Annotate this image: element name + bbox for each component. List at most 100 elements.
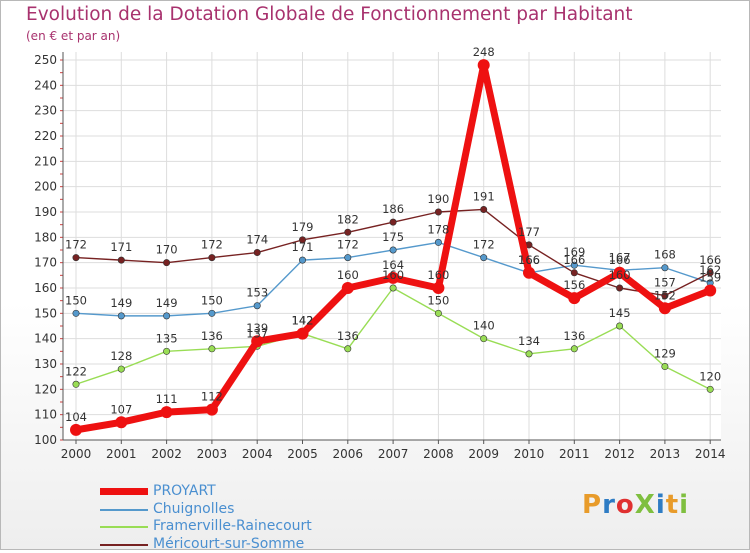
data-point [253, 302, 261, 310]
data-label: 190 [427, 192, 449, 206]
data-label: 248 [473, 45, 495, 59]
data-label: 179 [292, 220, 314, 234]
data-label: 175 [382, 230, 404, 244]
data-point [72, 380, 80, 388]
data-label: 134 [518, 334, 540, 348]
x-tick-label: 2011 [559, 447, 590, 461]
x-tick-label: 2014 [695, 447, 726, 461]
data-label: 178 [427, 222, 449, 236]
logo-letter: P [582, 490, 603, 520]
data-label: 159 [699, 271, 721, 285]
x-tick-label: 2009 [468, 447, 499, 461]
data-label: 160 [427, 268, 449, 282]
data-point [523, 266, 535, 279]
data-label: 166 [563, 253, 585, 267]
data-label: 136 [201, 329, 223, 343]
data-point [616, 284, 624, 292]
legend-swatch [100, 526, 148, 528]
legend-label: Framerville-Rainecourt [153, 518, 312, 534]
logo-letter: o [615, 490, 635, 520]
data-label: 139 [246, 321, 268, 335]
data-point [706, 269, 714, 277]
x-tick-label: 2007 [378, 447, 409, 461]
data-label: 164 [382, 258, 404, 272]
legend-swatch [100, 488, 148, 495]
data-point [344, 345, 352, 353]
data-point [117, 312, 125, 320]
data-point [525, 350, 533, 358]
data-point [389, 284, 397, 292]
data-point [568, 292, 581, 305]
data-label: 156 [563, 278, 585, 292]
data-point [208, 254, 216, 262]
chart-title: Evolution de la Dotation Globale de Fonc… [26, 4, 633, 25]
legend-label: Méricourt-sur-Somme [153, 535, 305, 552]
x-tick-label: 2012 [604, 447, 635, 461]
data-point [661, 363, 669, 371]
data-label: 182 [337, 212, 359, 226]
data-label: 160 [337, 268, 359, 282]
data-label: 150 [65, 293, 87, 307]
data-label: 166 [518, 253, 540, 267]
data-label: 171 [110, 240, 132, 254]
data-point [661, 292, 669, 300]
data-point [296, 327, 309, 340]
proxiti-logo: ProXiti [582, 490, 689, 520]
data-point [117, 365, 125, 373]
data-point [434, 208, 442, 216]
data-label: 142 [292, 314, 314, 328]
data-label: 122 [65, 364, 87, 378]
data-point [205, 403, 218, 416]
data-label: 137 [246, 326, 268, 340]
data-label: 135 [156, 331, 178, 345]
x-tick-label: 2008 [423, 447, 454, 461]
data-label: 177 [518, 225, 540, 239]
data-point [570, 269, 578, 277]
data-label: 136 [563, 329, 585, 343]
data-label: 167 [609, 250, 631, 264]
data-point [389, 218, 397, 226]
data-label: 150 [427, 293, 449, 307]
data-point [298, 256, 306, 264]
data-point [163, 312, 171, 320]
data-label: 174 [246, 233, 268, 247]
data-point [570, 261, 578, 269]
data-label: 160 [382, 268, 404, 282]
y-tick-label: 140 [34, 332, 57, 346]
data-point [208, 345, 216, 353]
data-label: 160 [609, 268, 631, 282]
y-tick-label: 170 [34, 256, 57, 270]
data-label: 104 [65, 410, 87, 424]
data-label: 140 [473, 319, 495, 333]
x-tick-label: 2002 [151, 447, 182, 461]
data-label: 172 [337, 238, 359, 252]
data-point [341, 282, 354, 294]
data-label: 162 [699, 263, 721, 277]
y-tick-label: 100 [34, 433, 57, 447]
data-label: 128 [110, 349, 132, 363]
data-label: 152 [654, 288, 676, 302]
data-label: 136 [337, 329, 359, 343]
data-point [704, 284, 717, 297]
data-point [570, 345, 578, 353]
logo-letter: i [679, 490, 690, 520]
data-point [208, 309, 216, 317]
data-point [344, 254, 352, 262]
data-point [72, 254, 80, 262]
data-label: 120 [699, 369, 721, 383]
x-tick-label: 2001 [106, 447, 137, 461]
logo-letter: i [655, 490, 666, 520]
data-point [613, 266, 626, 279]
data-point [163, 347, 171, 355]
y-tick-label: 130 [34, 357, 57, 371]
logo-letter: r [602, 490, 616, 520]
y-tick-label: 160 [34, 281, 57, 295]
x-tick-label: 2006 [333, 447, 364, 461]
data-point [389, 246, 397, 254]
data-point [117, 256, 125, 264]
y-tick-label: 250 [34, 53, 57, 67]
data-point [253, 249, 261, 257]
data-point [160, 406, 173, 419]
data-label: 166 [518, 253, 540, 267]
data-point [251, 335, 264, 348]
